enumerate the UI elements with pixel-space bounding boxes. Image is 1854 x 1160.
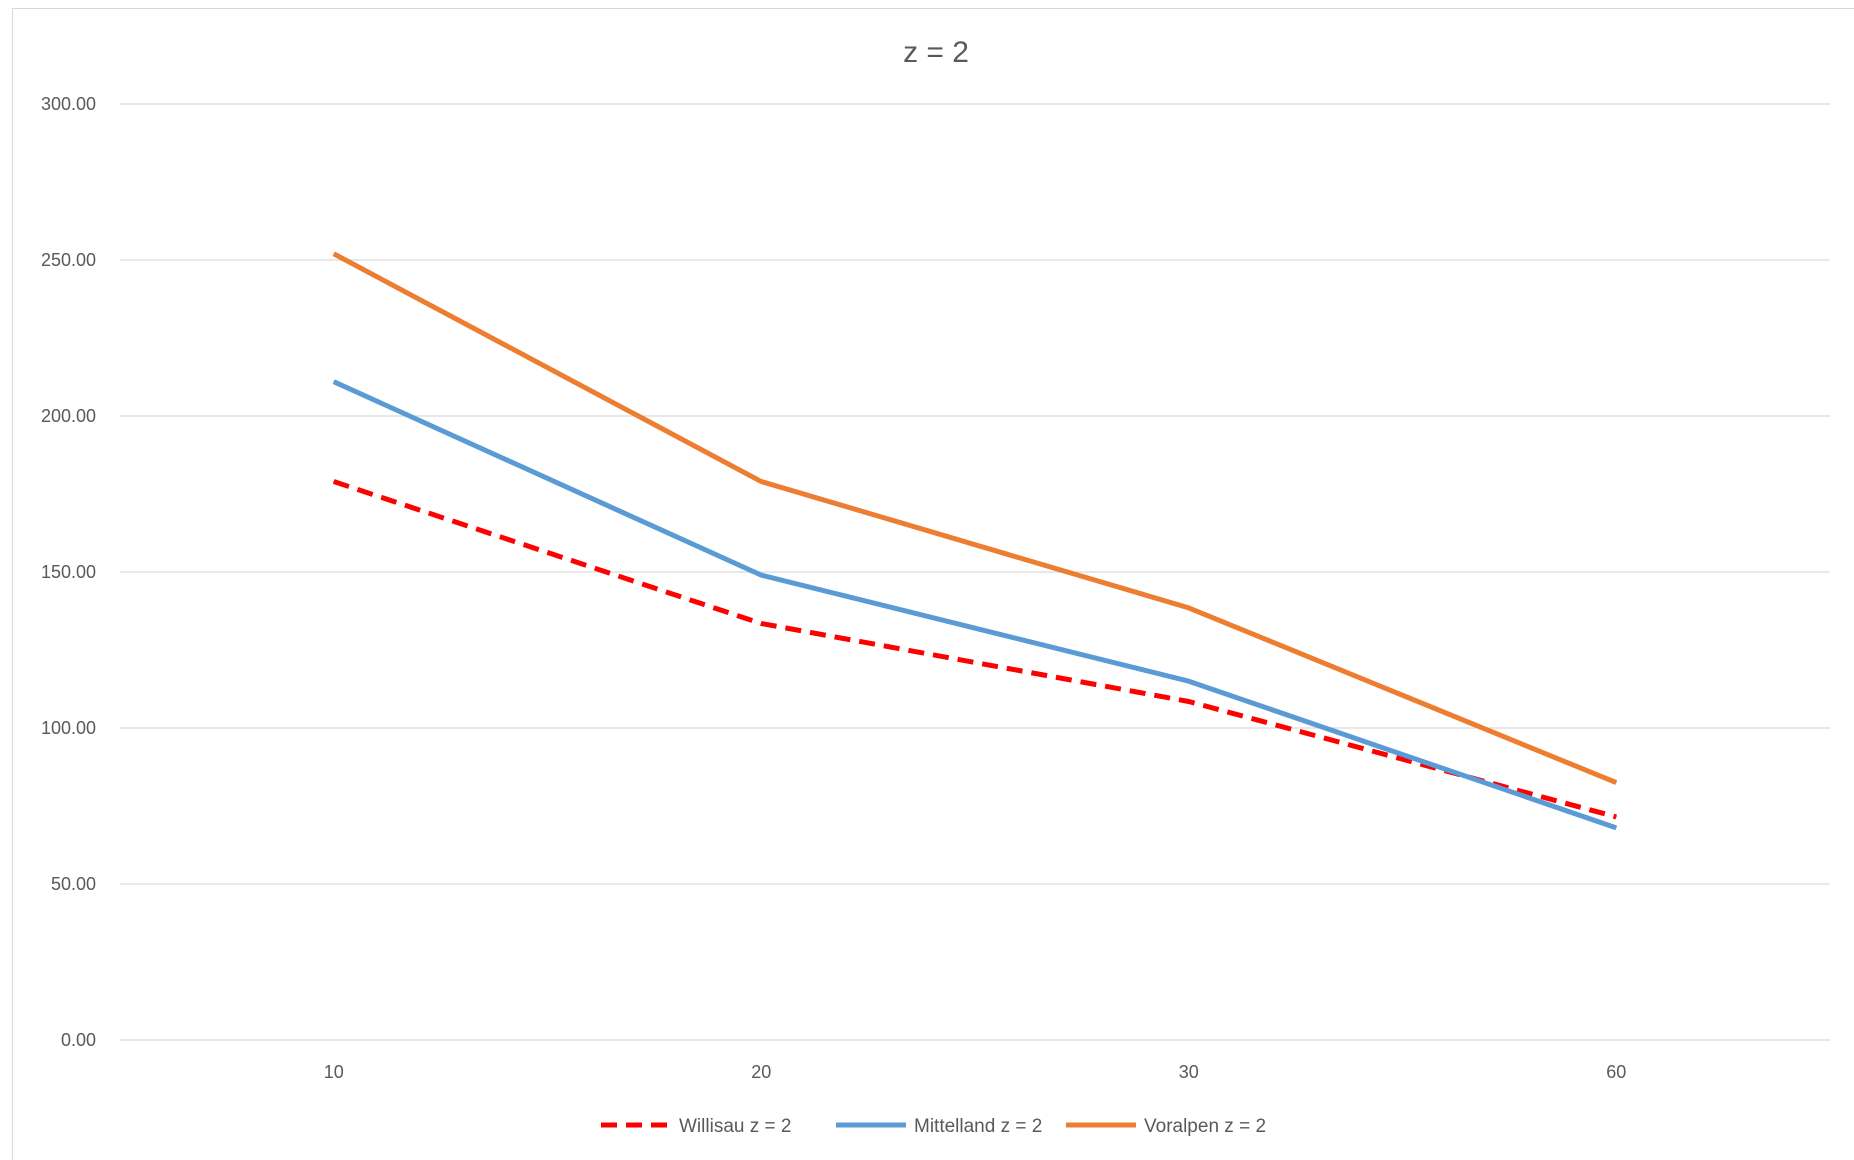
gridlines — [120, 103, 1830, 1041]
y-tick-label: 150.00 — [41, 562, 96, 582]
data-point — [760, 574, 762, 576]
legend: Willisau z = 2 Mittelland z = 2 Voralpen z… — [601, 1116, 1266, 1137]
legend-label: Willisau z = 2 — [679, 1116, 791, 1137]
legend-label: Voralpen z = 2 — [1144, 1116, 1266, 1137]
data-point — [1615, 827, 1617, 829]
data-point — [1188, 607, 1190, 609]
chart-title: z = 2 — [903, 36, 969, 69]
series-lines — [332, 251, 1618, 831]
x-tick-label: 10 — [324, 1062, 344, 1082]
x-tick-label: 20 — [751, 1062, 771, 1082]
y-tick-label: 200.00 — [41, 406, 96, 426]
data-point — [1188, 700, 1190, 702]
x-tick-label: 60 — [1606, 1062, 1626, 1082]
data-point — [1615, 782, 1617, 784]
y-tick-label: 250.00 — [41, 250, 96, 270]
x-axis: 10 20 30 60 — [324, 1062, 1627, 1082]
x-tick-label: 30 — [1179, 1062, 1199, 1082]
data-point — [333, 253, 335, 255]
series-line-0 — [332, 479, 1617, 820]
series-line-2 — [332, 251, 1618, 785]
data-point — [333, 481, 335, 483]
series-line-1 — [332, 379, 1618, 831]
y-tick-label: 300.00 — [41, 94, 96, 114]
data-point — [760, 481, 762, 483]
legend-item: Mittelland z = 2 — [836, 1116, 1042, 1137]
legend-label: Mittelland z = 2 — [914, 1116, 1042, 1137]
y-tick-label: 100.00 — [41, 718, 96, 738]
data-point — [760, 622, 762, 624]
data-point — [1615, 816, 1617, 818]
legend-item: Voralpen z = 2 — [1066, 1116, 1266, 1137]
y-tick-label: 0.00 — [61, 1030, 96, 1050]
data-point — [1188, 680, 1190, 682]
y-tick-label: 50.00 — [51, 874, 96, 894]
legend-item: Willisau z = 2 — [601, 1116, 791, 1137]
y-axis: 0.00 50.00 100.00 150.00 200.00 250.00 300.00 — [41, 94, 96, 1050]
data-point — [333, 381, 335, 383]
chart-frame — [12, 8, 1854, 1160]
